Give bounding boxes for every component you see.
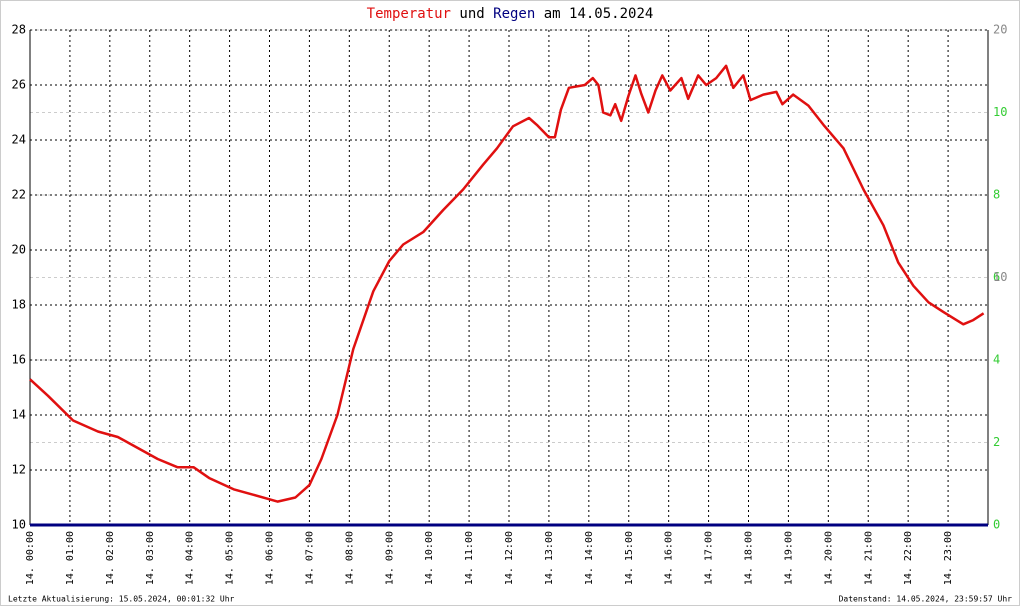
y-tick-label: 28 [12,23,26,37]
y2-tick-label: 20 [993,23,1007,37]
series-line [29,64,985,503]
x-tick-label: 14. 19:00 [783,531,794,585]
x-tick-label: 14. 16:00 [664,531,675,585]
x-tick-label: 14. 17:00 [704,531,715,585]
x-tick-label: 14. 01:00 [65,531,76,585]
chart-title: Temperatur und Regen am 14.05.2024 [367,6,654,22]
y2-tick-label: 6 [993,270,1000,284]
x-tick-label: 14. 08:00 [344,531,355,585]
y-tick-label: 26 [12,78,26,92]
title-part: und [459,6,484,22]
y-tick-label: 10 [12,518,26,532]
x-tick-label: 14. 04:00 [185,531,196,585]
y2-tick-label: 8 [993,188,1000,202]
x-tick-label: 14. 14:00 [584,531,595,585]
x-tick-label: 14. 00:00 [25,531,36,585]
x-tick-label: 14. 05:00 [225,531,236,585]
y2-tick-label: 10 [993,105,1007,119]
x-tick-label: 14. 13:00 [544,531,555,585]
title-part: Regen [493,6,535,22]
x-tick-label: 14. 23:00 [943,531,954,585]
x-tick-label: 14. 20:00 [823,531,834,585]
y-tick-label: 16 [12,353,26,367]
x-tick-label: 14. 22:00 [903,531,914,585]
y-tick-label: 12 [12,463,26,477]
x-tick-label: 14. 10:00 [424,531,435,585]
x-tick-label: 14. 21:00 [863,531,874,585]
footer-right: Datenstand: 14.05.2024, 23:59:57 Uhr [839,595,1013,604]
x-tick-label: 14. 11:00 [464,531,475,585]
y2-tick-label: 0 [993,518,1000,532]
y-tick-label: 22 [12,188,26,202]
x-tick-label: 14. 12:00 [504,531,515,585]
y-tick-label: 14 [12,408,26,422]
title-part: Temperatur [367,6,451,22]
y2-tick-label: 4 [993,353,1000,367]
x-tick-label: 14. 06:00 [265,531,276,585]
title-part: am 14.05.2024 [544,6,654,22]
x-tick-label: 14. 02:00 [105,531,116,585]
x-tick-label: 14. 07:00 [304,531,315,585]
y2-tick-label: 10 [993,270,1007,284]
y-tick-label: 20 [12,243,26,257]
x-tick-label: 14. 09:00 [384,531,395,585]
x-tick-label: 14. 15:00 [624,531,635,585]
x-tick-label: 14. 18:00 [744,531,755,585]
x-tick-label: 14. 03:00 [145,531,156,585]
y2-tick-label: 2 [993,435,1000,449]
y-tick-label: 18 [12,298,26,312]
footer-left: Letzte Aktualisierung: 15.05.2024, 00:01… [8,595,235,604]
y-tick-label: 24 [12,133,26,147]
